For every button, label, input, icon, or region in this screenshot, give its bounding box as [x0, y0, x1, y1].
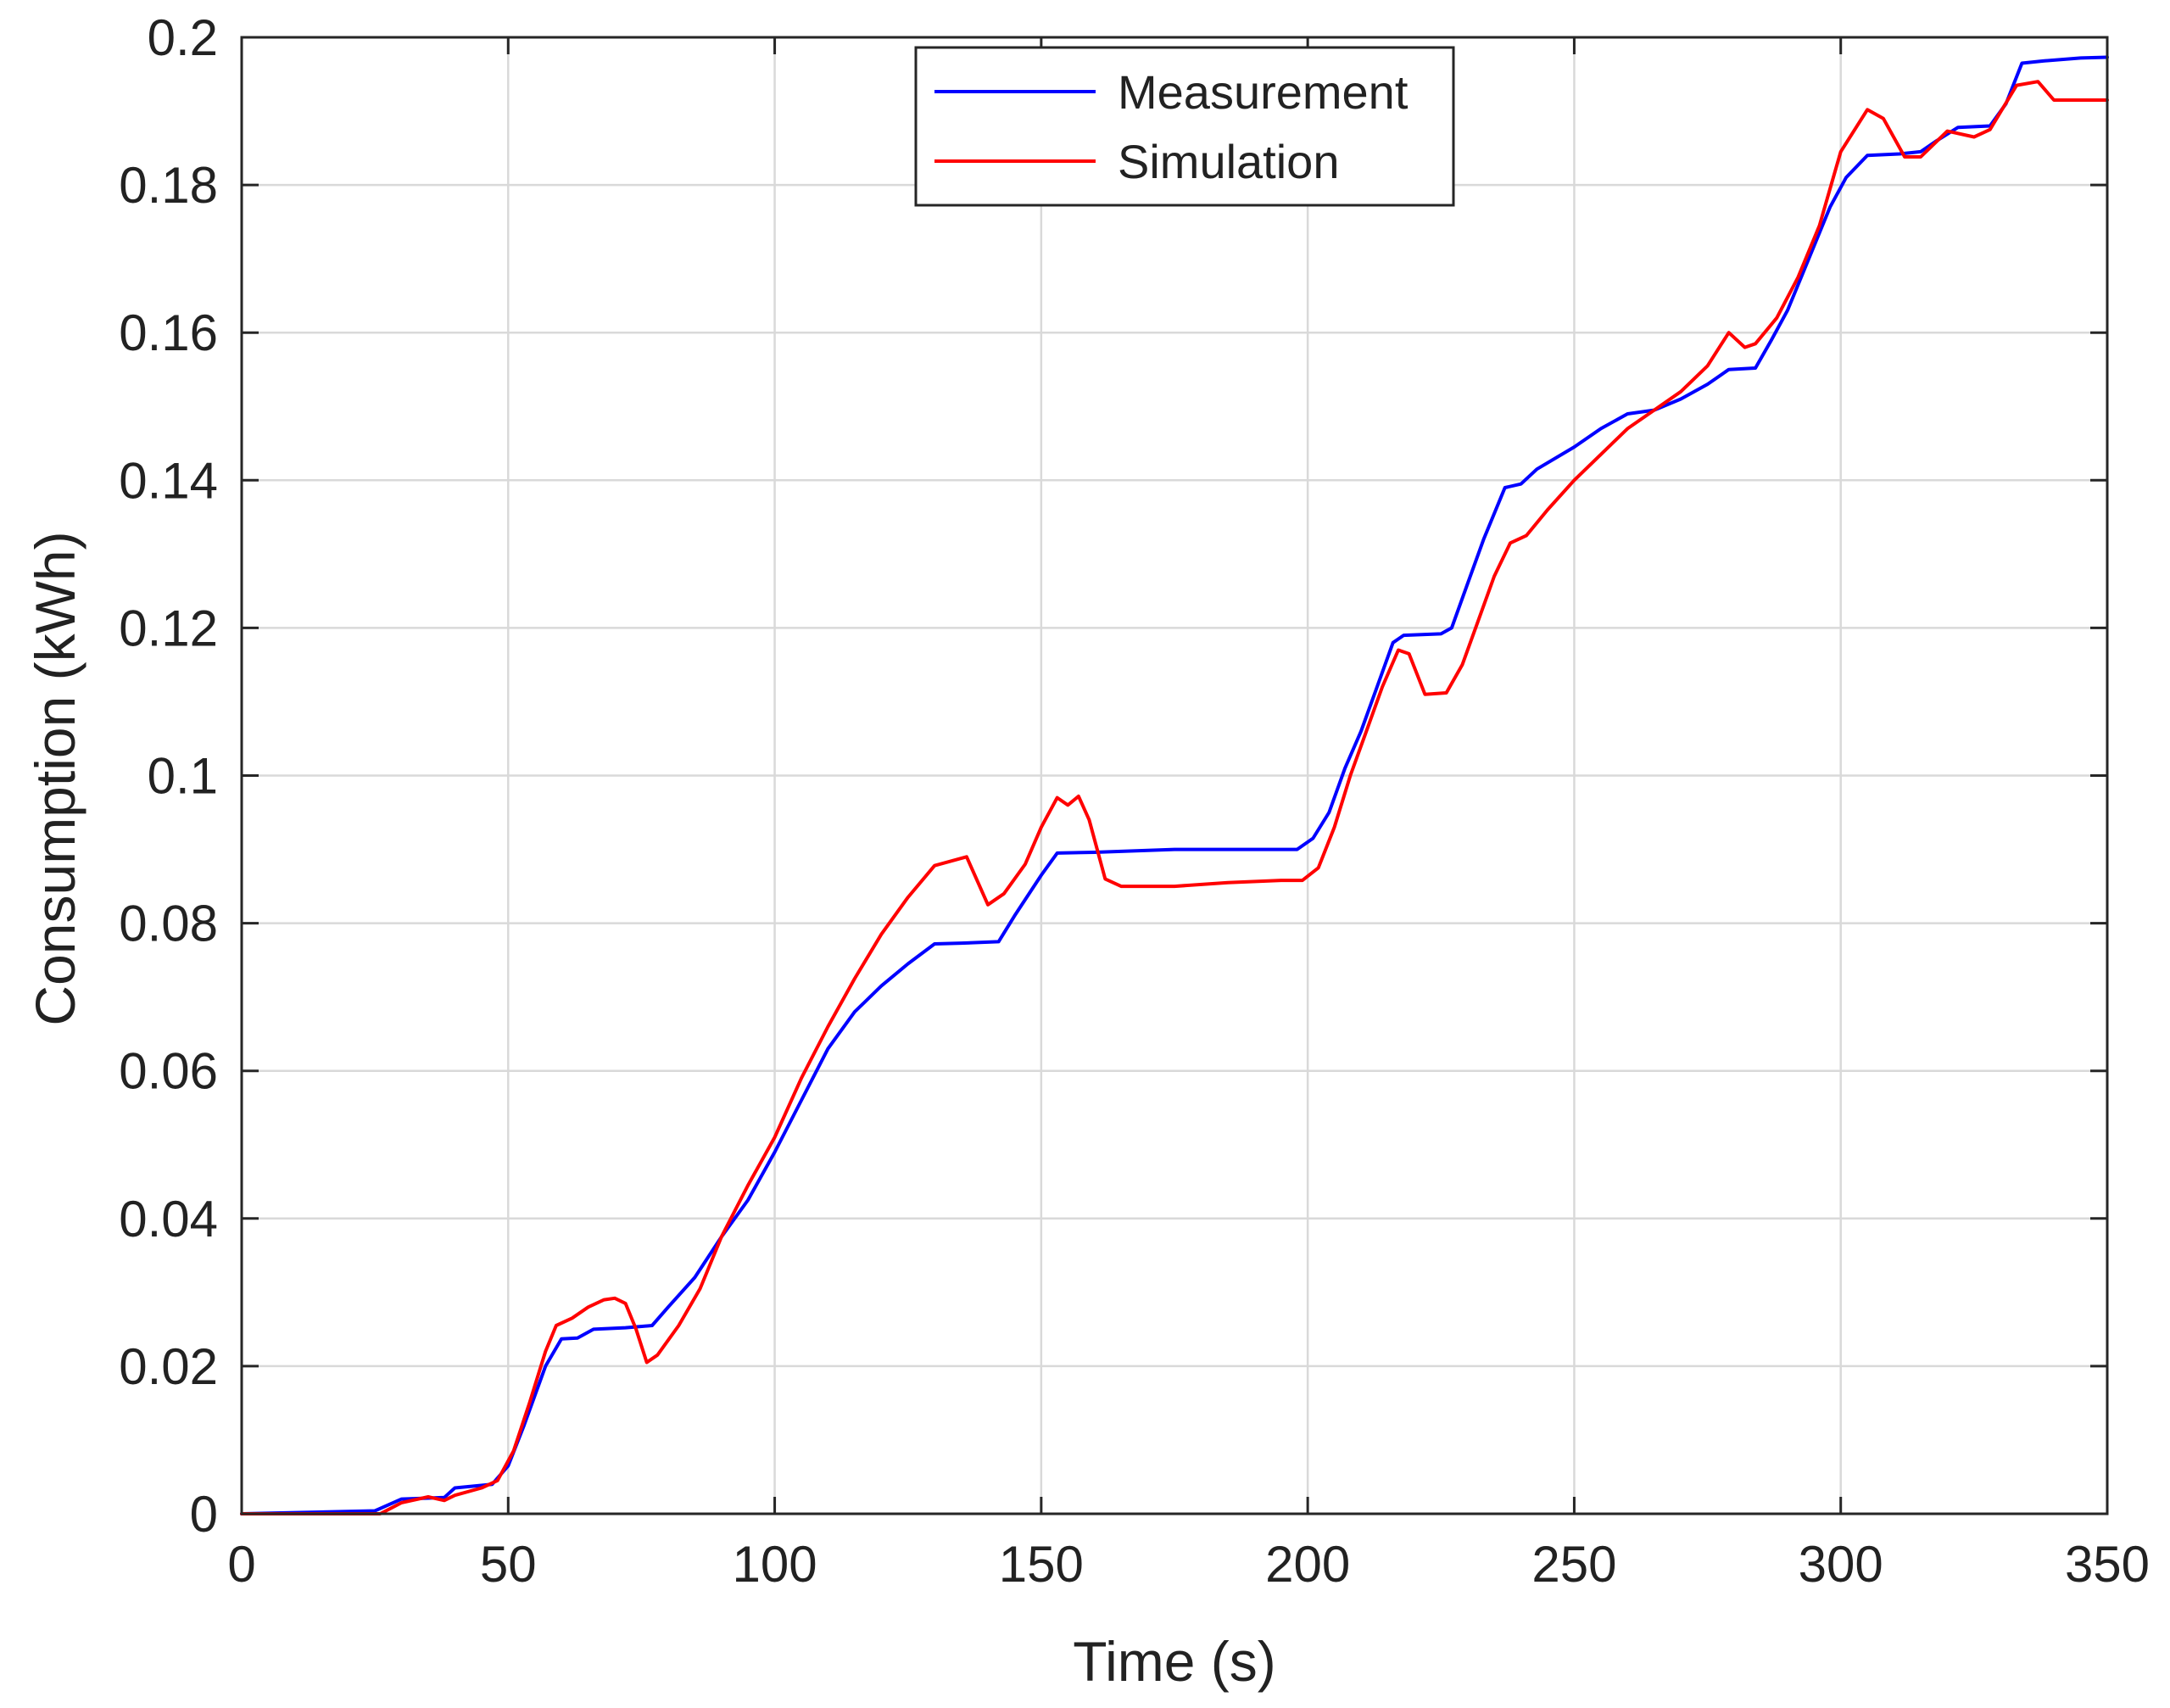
tick-labels: 0 50 100 150 200 250 300 350 0 0.02 0.04 0.06 0.08 0.…	[119, 9, 2150, 1593]
y-tick-label: 0.06	[119, 1043, 218, 1100]
x-tick-label: 250	[1531, 1536, 1616, 1593]
x-tick-label: 200	[1265, 1536, 1350, 1593]
y-tick-label: 0.16	[119, 304, 218, 361]
y-tick-label: 0.14	[119, 452, 218, 509]
legend-box	[914, 46, 1455, 207]
axes	[240, 36, 2109, 1515]
x-tick-label: 0	[227, 1536, 255, 1593]
x-tick-label: 150	[999, 1536, 1084, 1593]
x-tick-label: 350	[2065, 1536, 2150, 1593]
y-tick-label: 0.1	[148, 748, 218, 805]
legend-label-measurement: Measurement	[1118, 65, 1409, 119]
grid	[240, 36, 2109, 1515]
y-axis-title: Consumption (kWh)	[24, 531, 86, 1025]
plot-frame	[240, 36, 2109, 1515]
y-tick-label: 0.08	[119, 896, 218, 952]
y-tick-label: 0.02	[119, 1338, 218, 1395]
series-line-simulation	[240, 80, 2109, 1515]
legend: Measurement Simulation	[914, 46, 1455, 207]
series-line-measurement	[240, 55, 2109, 1515]
legend-label-simulation: Simulation	[1118, 135, 1339, 188]
y-tick-label: 0.18	[119, 157, 218, 214]
series-layer	[240, 55, 2109, 1515]
x-axis-title: Time (s)	[1073, 1630, 1276, 1693]
x-tick-label: 300	[1799, 1536, 1883, 1593]
y-tick-label: 0	[190, 1486, 218, 1543]
x-tick-label: 100	[733, 1536, 817, 1593]
y-tick-label: 0.2	[148, 9, 218, 66]
y-tick-label: 0.12	[119, 600, 218, 656]
y-tick-label: 0.04	[119, 1191, 218, 1248]
x-tick-label: 50	[480, 1536, 537, 1593]
